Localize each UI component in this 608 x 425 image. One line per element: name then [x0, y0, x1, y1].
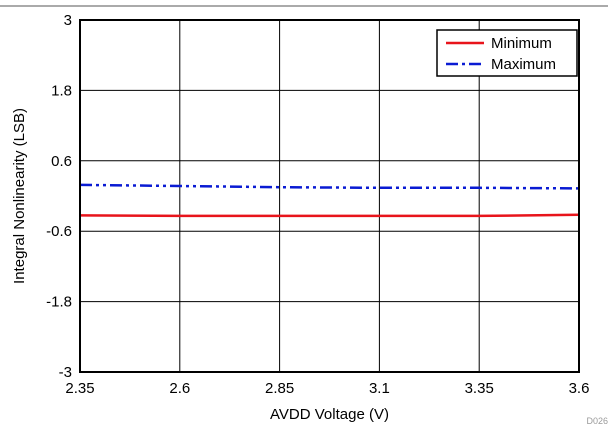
- y-tick-label: 0.6: [51, 153, 72, 170]
- series-layer: [79, 183, 580, 218]
- y-tick-label: -1.8: [46, 294, 72, 311]
- series-line-maximum: [79, 183, 580, 190]
- y-axis-title: Integral Nonlinearity (LSB): [11, 108, 28, 284]
- y-tick-label: 3: [64, 12, 72, 29]
- legend-label-minimum: Minimum: [491, 35, 552, 52]
- x-tick-label: 2.6: [169, 380, 190, 397]
- x-tick-label: 2.35: [65, 380, 94, 397]
- x-tick-label: 3.35: [465, 380, 494, 397]
- plot-frame: [79, 19, 580, 373]
- x-tick-label: 3.6: [569, 380, 590, 397]
- figure-code: D026: [586, 416, 608, 425]
- y-tick-label: 1.8: [51, 82, 72, 99]
- y-tick-labels: 3 1.8 0.6 -0.6 -1.8 -3: [46, 12, 72, 381]
- y-tick-label: -3: [59, 364, 72, 381]
- plot-area: [80, 20, 579, 372]
- series-line-minimum: [79, 213, 580, 218]
- legend: Minimum Maximum: [436, 29, 578, 77]
- legend-box: [436, 29, 578, 77]
- x-tick-labels: 2.35 2.6 2.85 3.1 3.35 3.6: [65, 380, 589, 397]
- legend-label-maximum: Maximum: [491, 56, 556, 73]
- x-tick-label: 3.1: [369, 380, 390, 397]
- x-axis-title: AVDD Voltage (V): [270, 406, 389, 423]
- y-tick-label: -0.6: [46, 223, 72, 240]
- x-tick-label: 2.85: [265, 380, 294, 397]
